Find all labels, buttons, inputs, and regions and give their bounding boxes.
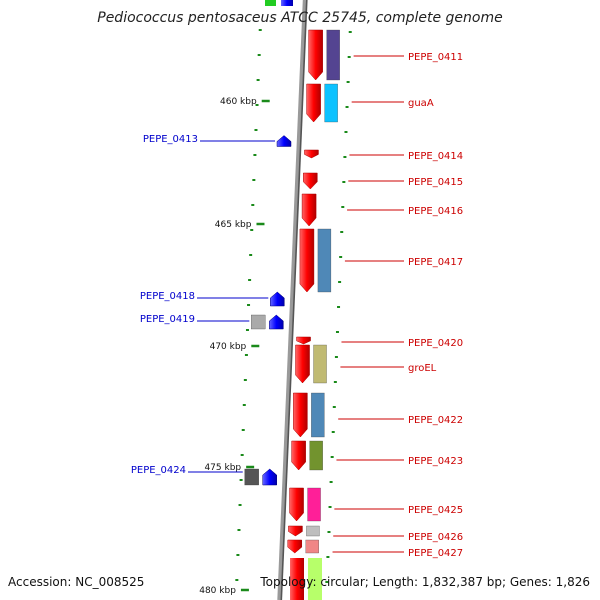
tick-label: 465 kbp (215, 220, 252, 230)
gene-arrow-groEL[interactable] (295, 344, 310, 384)
cog-box-PEPE_0424 (244, 468, 259, 486)
gene-label-PEPE_0425[interactable]: PEPE_0425 (408, 505, 463, 516)
cog-box-PEPE_0411 (326, 29, 340, 81)
gene-label-PEPE_0413[interactable]: PEPE_0413 (143, 134, 198, 145)
gene-label-PEPE_0424[interactable]: PEPE_0424 (131, 465, 186, 476)
gene-label-groEL[interactable]: groEL (408, 363, 437, 374)
gene-arrow-PEPE_0426[interactable] (288, 525, 303, 537)
cog-box-PEPE_0423 (309, 440, 323, 471)
cog-box-PEPE_0419 (251, 314, 266, 330)
cog-box-groEL (313, 344, 327, 384)
edge-gene-strip (308, 558, 322, 600)
tick-label: 480 kbp (199, 586, 236, 596)
map-title: Pediococcus pentosaceus ATCC 25745, comp… (97, 10, 503, 26)
gene-arrow-PEPE_0420[interactable] (296, 336, 311, 345)
edge-gene-strip (290, 558, 304, 600)
gene-arrow-PEPE_0424[interactable] (262, 468, 277, 486)
cog-box-PEPE_0417 (317, 228, 332, 293)
cog-box-guaA (324, 83, 338, 123)
tick-label: 460 kbp (220, 97, 257, 107)
gene-arrow-PEPE_0425[interactable] (289, 487, 304, 522)
gene-label-PEPE_0415[interactable]: PEPE_0415 (408, 177, 463, 188)
accession-text: Accession: NC_008525 (8, 575, 145, 589)
gene-label-PEPE_0422[interactable]: PEPE_0422 (408, 415, 463, 426)
genome-backbone (277, 0, 307, 600)
gene-label-PEPE_0423[interactable]: PEPE_0423 (408, 456, 463, 467)
gene-label-PEPE_0418[interactable]: PEPE_0418 (140, 291, 195, 302)
edge-gene-strip (281, 0, 293, 6)
gene-label-PEPE_0427[interactable]: PEPE_0427 (408, 548, 463, 559)
tick-label: 470 kbp (210, 342, 247, 352)
gene-label-PEPE_0426[interactable]: PEPE_0426 (408, 532, 463, 543)
gene-arrow-PEPE_0417[interactable] (299, 228, 315, 293)
gene-arrow-PEPE_0419[interactable] (269, 314, 284, 330)
gene-label-guaA[interactable]: guaA (408, 98, 434, 109)
cog-box-PEPE_0425 (307, 487, 321, 522)
gene-label-PEPE_0420[interactable]: PEPE_0420 (408, 338, 463, 349)
gene-label-PEPE_0417[interactable]: PEPE_0417 (408, 257, 463, 268)
gene-arrow-PEPE_0427[interactable] (287, 539, 303, 554)
gene-label-PEPE_0416[interactable]: PEPE_0416 (408, 206, 463, 217)
cog-box-PEPE_0422 (311, 392, 325, 438)
gene-arrow-PEPE_0416[interactable] (301, 193, 317, 227)
gene-arrow-PEPE_0423[interactable] (291, 440, 306, 471)
genome-backbone-edge (280, 0, 308, 600)
gene-arrow-guaA[interactable] (306, 83, 321, 123)
cog-box-PEPE_0427 (305, 539, 319, 554)
gene-arrow-PEPE_0418[interactable] (270, 291, 285, 307)
genome-info-text: Topology: circular; Length: 1,832,387 bp… (260, 575, 590, 589)
gene-arrow-PEPE_0413[interactable] (276, 135, 292, 147)
gene-arrow-PEPE_0415[interactable] (303, 172, 318, 190)
edge-gene-strip (265, 0, 276, 6)
tick-label: 475 kbp (204, 463, 241, 473)
gene-arrow-PEPE_0411[interactable] (308, 29, 323, 81)
gene-label-PEPE_0414[interactable]: PEPE_0414 (408, 151, 463, 162)
cog-box-PEPE_0426 (306, 525, 320, 537)
gene-label-PEPE_0419[interactable]: PEPE_0419 (140, 314, 195, 325)
gene-arrow-PEPE_0414[interactable] (304, 149, 319, 159)
gene-label-PEPE_0411[interactable]: PEPE_0411 (408, 52, 463, 63)
gene-arrow-PEPE_0422[interactable] (293, 392, 308, 438)
